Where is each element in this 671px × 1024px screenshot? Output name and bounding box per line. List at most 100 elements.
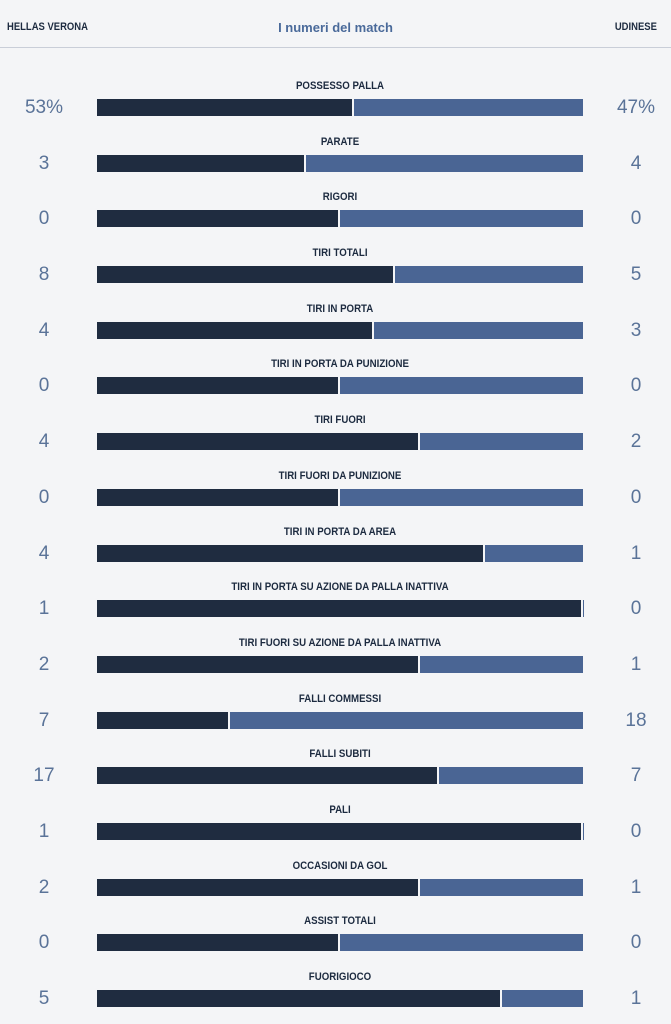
- stat-row: TIRI IN PORTA 4 3: [0, 283, 671, 341]
- stat-label: TIRI TOTALI: [312, 247, 368, 260]
- away-value: 0: [630, 598, 642, 620]
- home-bar-segment: [97, 210, 338, 228]
- home-value: 53%: [24, 97, 64, 118]
- away-bar-segment: [339, 210, 583, 228]
- comparison-bar: [97, 822, 583, 840]
- comparison-bar: [97, 321, 583, 339]
- away-bar-segment: [339, 934, 583, 952]
- away-value: 47%: [616, 97, 656, 118]
- away-bar-segment: [419, 655, 583, 673]
- comparison-bar: [97, 433, 583, 451]
- comparison-bar: [97, 711, 583, 729]
- stat-label: FALLI COMMESSI: [298, 692, 382, 705]
- stat-label: TIRI FUORI DA PUNIZIONE: [278, 469, 402, 482]
- comparison-bar: [97, 767, 583, 785]
- home-bar-segment: [97, 99, 353, 116]
- home-value: 5: [38, 988, 50, 1009]
- stat-label: TIRI IN PORTA: [306, 302, 374, 315]
- home-bar-segment: [97, 711, 229, 729]
- bar-divider: [337, 488, 340, 506]
- comparison-bar: [97, 544, 583, 562]
- stat-row: FALLI SUBITI 17 7: [0, 728, 671, 787]
- stat-label: FUORIGIOCO: [308, 971, 372, 983]
- stat-label: TIRI IN PORTA SU AZIONE DA PALLA INATTIV…: [231, 581, 449, 594]
- bar-divider: [417, 433, 420, 451]
- stat-label: PARATE: [320, 135, 360, 148]
- home-value: 1: [38, 598, 50, 620]
- away-bar-segment: [305, 154, 583, 172]
- home-bar-segment: [97, 154, 304, 172]
- home-value: 0: [38, 932, 50, 954]
- stat-label: TIRI IN PORTA DA AREA: [283, 525, 397, 538]
- away-bar-segment: [373, 321, 583, 339]
- stat-row: TIRI FUORI DA PUNIZIONE 0 0: [0, 450, 671, 508]
- away-bar-segment: [339, 488, 583, 506]
- away-value: 3: [630, 319, 642, 341]
- comparison-bar: [97, 878, 583, 896]
- home-bar-segment: [97, 990, 501, 1007]
- stat-row: POSSESSO PALLA 53% 47%: [0, 60, 671, 118]
- bar-divider: [337, 377, 340, 395]
- away-value: 0: [630, 820, 642, 842]
- match-stats-header: HELLAS VERONA I numeri del match UDINESE: [0, 0, 671, 48]
- home-bar-segment: [97, 433, 418, 451]
- home-value: 0: [38, 375, 50, 397]
- home-team-name: HELLAS VERONA: [7, 21, 88, 33]
- stats-list: POSSESSO PALLA 53% 47% PARATE 3 4 RIGORI 0 0 TIRI…: [0, 60, 671, 1009]
- away-bar-segment: [502, 990, 583, 1007]
- home-bar-segment: [97, 377, 338, 395]
- home-bar-segment: [97, 321, 372, 339]
- away-value: 4: [630, 152, 642, 174]
- stat-label: FALLI SUBITI: [309, 748, 371, 761]
- bar-divider: [417, 655, 420, 673]
- away-value: 1: [630, 988, 642, 1009]
- away-bar-segment: [339, 377, 583, 395]
- bar-divider: [337, 210, 340, 228]
- away-value: 0: [630, 375, 642, 397]
- away-bar-segment: [439, 767, 583, 785]
- home-bar-segment: [97, 655, 418, 673]
- away-value: 1: [630, 542, 642, 564]
- comparison-bar: [97, 266, 583, 284]
- away-value: 18: [625, 709, 647, 731]
- bar-divider: [483, 544, 486, 562]
- comparison-bar: [97, 154, 583, 172]
- comparison-bar: [97, 990, 583, 1007]
- home-value: 7: [38, 709, 50, 731]
- bar-divider: [580, 822, 583, 840]
- stat-row: TIRI IN PORTA SU AZIONE DA PALLA INATTIV…: [0, 561, 671, 620]
- away-value: 0: [630, 932, 642, 954]
- away-bar-segment: [230, 711, 583, 729]
- bar-divider: [417, 878, 420, 896]
- bar-divider: [303, 154, 306, 172]
- stat-label: RIGORI: [322, 191, 358, 204]
- home-value: 4: [38, 319, 50, 341]
- bar-divider: [352, 99, 355, 116]
- home-bar-segment: [97, 266, 394, 284]
- stat-label: POSSESSO PALLA: [295, 80, 385, 92]
- comparison-bar: [97, 934, 583, 952]
- home-value: 17: [33, 765, 55, 787]
- stat-label: TIRI FUORI: [314, 414, 366, 427]
- home-bar-segment: [97, 544, 484, 562]
- page-title: I numeri del match: [278, 20, 393, 35]
- home-bar-segment: [97, 934, 338, 952]
- home-bar-segment: [97, 822, 581, 840]
- away-value: 7: [630, 765, 642, 787]
- bar-divider: [228, 711, 231, 729]
- stat-label: TIRI FUORI SU AZIONE DA PALLA INATTIVA: [238, 636, 442, 649]
- home-bar-segment: [97, 600, 581, 618]
- stat-row: FALLI COMMESSI 7 18: [0, 673, 671, 731]
- stat-row: TIRI TOTALI 8 5: [0, 227, 671, 285]
- home-bar-segment: [97, 767, 438, 785]
- home-value: 0: [38, 208, 50, 230]
- bar-divider: [371, 321, 374, 339]
- home-value: 4: [38, 542, 50, 564]
- stat-row: TIRI IN PORTA DA AREA 4 1: [0, 506, 671, 564]
- stat-row: TIRI FUORI SU AZIONE DA PALLA INATTIVA 2 1: [0, 617, 671, 675]
- home-value: 2: [38, 876, 50, 898]
- away-bar-segment: [419, 878, 583, 896]
- comparison-bar: [97, 99, 583, 116]
- stat-row: FUORIGIOCO 5 1: [0, 951, 671, 1009]
- bar-divider: [393, 266, 396, 284]
